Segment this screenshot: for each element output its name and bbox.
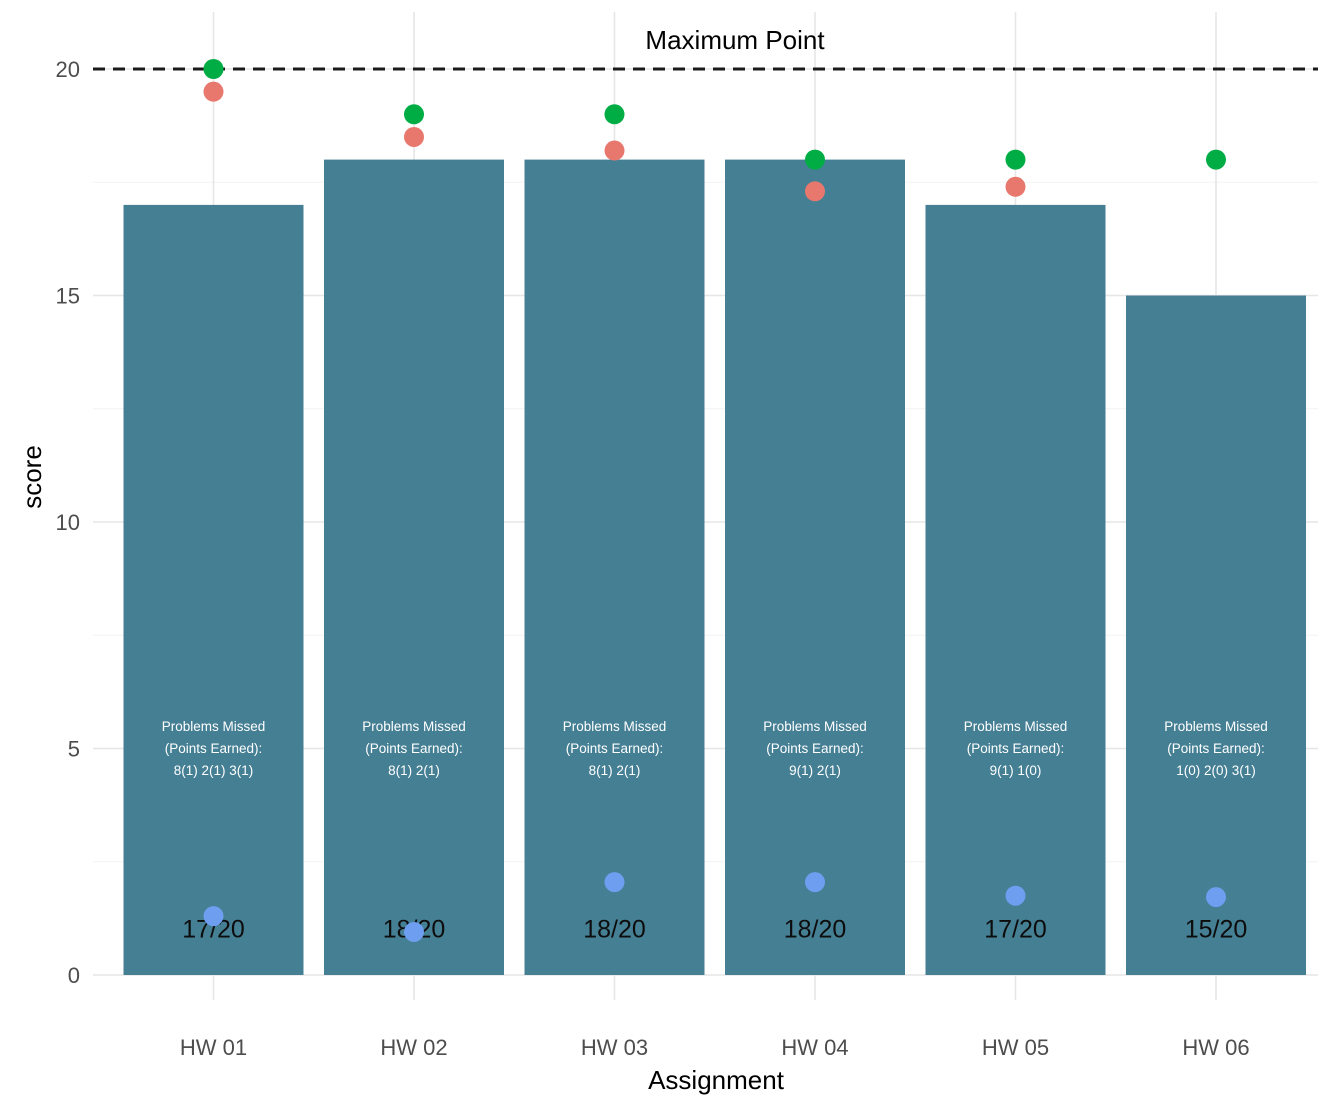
maximum-point-label: Maximum Point xyxy=(645,25,825,55)
bar-note-line: 1(0) 2(0) 3(1) xyxy=(1176,763,1256,778)
reference-line-group: Maximum Point xyxy=(93,25,1318,71)
y-tick-label: 15 xyxy=(56,284,80,309)
x-axis-ticks: HW 01 HW 02 HW 03 HW 04 HW 05 HW 06 xyxy=(180,1035,1250,1060)
y-axis-title: score xyxy=(17,445,47,509)
points xyxy=(203,59,1226,942)
bar xyxy=(925,204,1106,975)
bar-note-line: Problems Missed xyxy=(563,719,667,734)
x-tick-label: HW 06 xyxy=(1182,1035,1249,1060)
bar-note-line: Problems Missed xyxy=(964,719,1068,734)
bar-note-line: (Points Earned): xyxy=(165,741,263,756)
bar-note-line: 9(1) 1(0) xyxy=(990,763,1042,778)
bar-note-line: 9(1) 2(1) xyxy=(789,763,841,778)
bar-score-label: 18/20 xyxy=(784,916,847,944)
x-tick-label: HW 02 xyxy=(380,1035,447,1060)
x-tick-label: HW 05 xyxy=(982,1035,1049,1060)
x-tick-label: HW 01 xyxy=(180,1035,247,1060)
bar-note-line: Problems Missed xyxy=(362,719,466,734)
bar xyxy=(123,204,304,975)
bar-note-line: (Points Earned): xyxy=(365,741,463,756)
bar-note-line: (Points Earned): xyxy=(1167,741,1265,756)
y-tick-label: 20 xyxy=(56,57,80,82)
bar-score-label: 15/20 xyxy=(1185,916,1248,944)
data-point xyxy=(805,872,825,893)
x-tick-label: HW 04 xyxy=(781,1035,848,1060)
bar-note-line: Problems Missed xyxy=(763,719,867,734)
x-axis-title: Assignment xyxy=(648,1065,785,1095)
bar-note-line: (Points Earned): xyxy=(967,741,1065,756)
data-point xyxy=(805,181,825,202)
bar-note-line: Problems Missed xyxy=(1164,719,1268,734)
bar-score-label: 18/20 xyxy=(583,916,646,944)
data-point xyxy=(1005,885,1026,906)
data-point xyxy=(604,140,625,161)
data-point xyxy=(404,104,424,125)
bar-note-line: Problems Missed xyxy=(162,719,266,734)
bar xyxy=(524,159,705,976)
bar xyxy=(725,159,905,976)
y-tick-label: 5 xyxy=(68,737,80,762)
bar-note-line: 8(1) 2(1) xyxy=(388,763,440,778)
bar-note-line: 8(1) 2(1) 3(1) xyxy=(174,763,254,778)
y-axis-ticks: 0 5 10 15 20 xyxy=(56,57,80,988)
bar-notes: Problems Missed (Points Earned): 8(1) 2(1)… xyxy=(162,719,1268,778)
bar-score-label: 17/20 xyxy=(984,916,1047,944)
y-tick-label: 10 xyxy=(56,510,80,535)
data-point xyxy=(203,81,224,102)
bar-note-line: (Points Earned): xyxy=(766,741,864,756)
data-point xyxy=(404,921,424,942)
data-point xyxy=(203,906,224,927)
data-point xyxy=(805,149,825,170)
data-point xyxy=(404,126,424,147)
data-point xyxy=(203,59,224,79)
y-tick-label: 0 xyxy=(68,963,80,988)
x-tick-label: HW 03 xyxy=(581,1035,648,1060)
bars xyxy=(123,159,1306,976)
data-point xyxy=(1005,176,1026,197)
bar-note-line: 8(1) 2(1) xyxy=(589,763,641,778)
data-point xyxy=(1206,887,1226,908)
data-point xyxy=(604,104,625,125)
bar xyxy=(1126,295,1306,975)
data-point xyxy=(1206,149,1226,170)
data-point xyxy=(604,872,625,893)
bar-note-line: (Points Earned): xyxy=(566,741,664,756)
data-point xyxy=(1005,149,1026,170)
bar xyxy=(324,159,504,976)
